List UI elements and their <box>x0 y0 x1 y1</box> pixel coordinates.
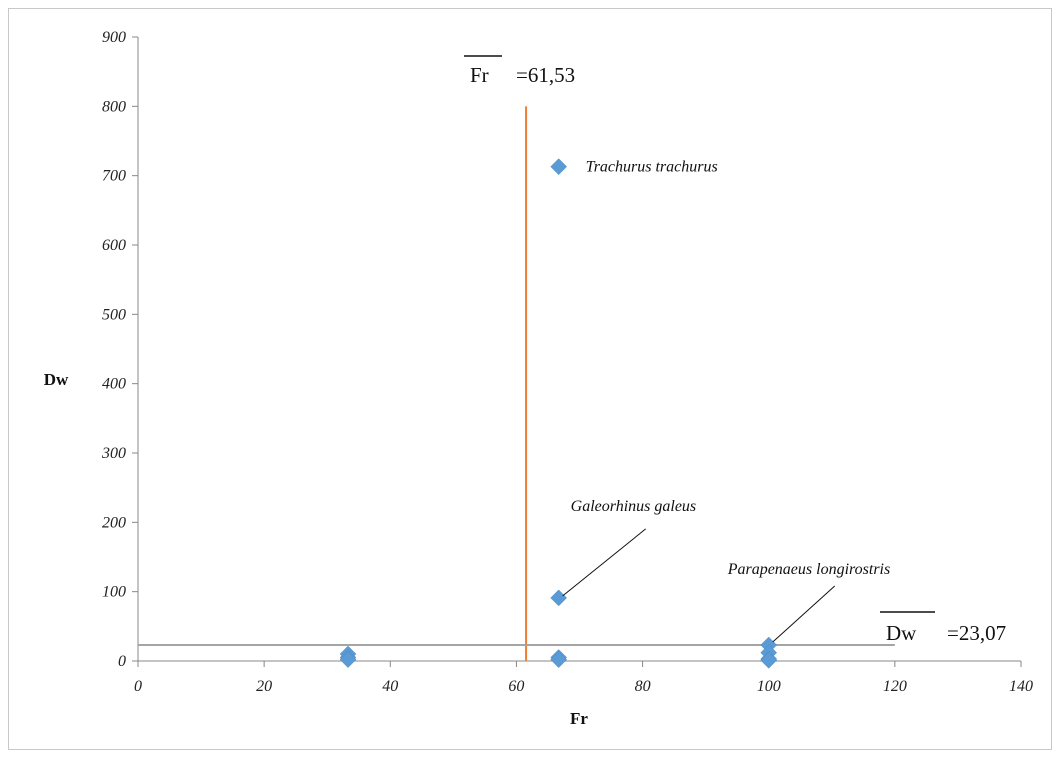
data-points <box>339 158 778 669</box>
y-tick-label: 900 <box>102 29 126 46</box>
y-tick-label: 700 <box>102 168 126 185</box>
y-tick-label: 100 <box>102 584 126 601</box>
fr-mean-symbol: Fr <box>470 63 489 87</box>
y-axis-label: Dw <box>44 370 69 389</box>
annotation-label: Parapenaeus longirostris <box>727 561 891 578</box>
x-tick-label: 80 <box>635 678 651 695</box>
data-point <box>550 651 568 668</box>
x-tick-label: 120 <box>883 678 907 695</box>
chart-frame <box>8 8 1052 750</box>
axes: 0 100 200 300 400 500 600 700 800 900 0 20 40 60 80 100… <box>101 29 1033 695</box>
annotation-label: Trachurus trachurus <box>586 159 718 176</box>
y-tick-label: 400 <box>102 376 126 393</box>
data-point <box>550 589 568 607</box>
annotation-leader-line <box>562 528 647 597</box>
data-point <box>339 651 357 668</box>
x-tick-label: 20 <box>256 678 272 695</box>
dw-mean-value: =23,07 <box>947 621 1006 645</box>
data-point <box>760 651 778 669</box>
x-axis-label: Fr <box>570 709 588 728</box>
y-tick-label: 200 <box>102 514 126 531</box>
x-tick-label: 40 <box>382 678 398 695</box>
x-tick-label: 140 <box>1009 678 1033 695</box>
fr-mean-value: =61,53 <box>516 63 575 87</box>
x-tick-label: 100 <box>757 678 781 695</box>
y-tick-label: 600 <box>102 237 126 254</box>
x-tick-label: 60 <box>508 678 524 695</box>
dw-mean-symbol: Dw <box>886 621 917 645</box>
annotations: Trachurus trachurus Galeorhinus galeus Par… <box>562 159 891 643</box>
y-tick-label: 800 <box>102 98 126 115</box>
x-tick-label: 0 <box>134 678 142 695</box>
y-tick-label: 0 <box>118 653 126 670</box>
annotation-label: Galeorhinus galeus <box>571 498 696 515</box>
y-tick-label: 500 <box>102 306 126 323</box>
data-point <box>550 158 568 176</box>
y-tick-label: 300 <box>101 445 126 462</box>
annotation-leader-line <box>772 585 836 643</box>
